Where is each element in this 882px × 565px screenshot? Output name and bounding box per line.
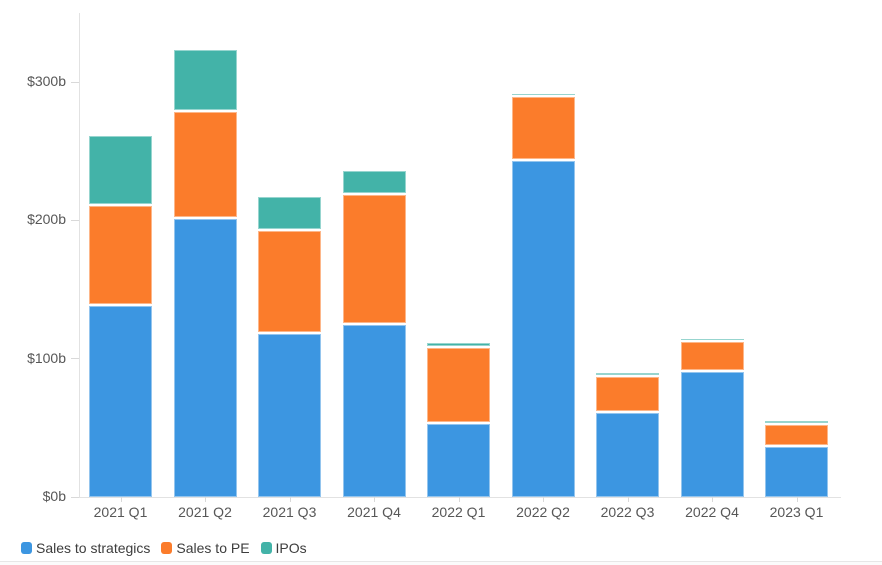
y-tick-200 — [71, 219, 79, 221]
segment-ipos-2022-q2[interactable] — [511, 94, 575, 98]
bar-2022-q2 — [511, 94, 575, 497]
legend-label-sales-to-strategics: Sales to strategics — [36, 540, 151, 556]
x-tick-2023-q1 — [796, 497, 798, 502]
x-axis-label-2022-q3: 2022 Q3 — [600, 504, 655, 520]
segment-sales-to-strategics-2021-q2[interactable] — [173, 218, 237, 497]
x-tick-2022-q1 — [458, 497, 460, 502]
y-tick-100 — [71, 358, 79, 360]
segment-sales-to-pe-2021-q1[interactable] — [89, 206, 152, 307]
legend-item-sales-to-pe[interactable]: Sales to PE — [161, 540, 250, 556]
x-axis-line — [79, 497, 841, 498]
bar-2021-q2 — [173, 50, 237, 497]
x-axis-label-2022-q1: 2022 Q1 — [431, 504, 486, 520]
segment-ipos-2021-q2[interactable] — [173, 50, 237, 113]
segment-sales-to-strategics-2021-q4[interactable] — [342, 325, 406, 497]
segment-ipos-2022-q1[interactable] — [427, 343, 490, 348]
y-tick-300 — [71, 81, 79, 83]
segment-ipos-2021-q1[interactable] — [89, 135, 152, 207]
segment-ipos-2021-q3[interactable] — [258, 196, 321, 232]
segment-sales-to-strategics-2021-q3[interactable] — [258, 333, 321, 497]
y-axis-line — [79, 13, 80, 497]
segment-sales-to-pe-2021-q2[interactable] — [173, 112, 237, 219]
footer-strip — [0, 562, 882, 565]
segment-sales-to-strategics-2022-q1[interactable] — [427, 423, 490, 497]
bar-2021-q4 — [342, 170, 406, 497]
x-axis-label-2022-q2: 2022 Q2 — [516, 504, 570, 520]
segment-sales-to-pe-2022-q3[interactable] — [596, 376, 659, 413]
legend-swatch-sales-to-strategics — [21, 542, 32, 554]
y-axis-label-200: $200b — [27, 211, 66, 228]
legend-swatch-ipos — [260, 542, 272, 554]
x-axis-label-2022-q4: 2022 Q4 — [685, 504, 739, 520]
bar-2021-q3 — [258, 196, 321, 497]
chart-legend: Sales to strategics Sales to PE IPOs — [21, 540, 307, 556]
segment-sales-to-pe-2022-q4[interactable] — [680, 342, 744, 373]
x-tick-2021-q4 — [374, 497, 375, 502]
segment-sales-to-pe-2021-q4[interactable] — [342, 195, 406, 326]
y-axis-label-300: $300b — [27, 73, 66, 89]
x-axis-label-2021-q1: 2021 Q1 — [93, 504, 148, 520]
y-tick-0 — [71, 496, 79, 498]
x-axis-label-2021-q4: 2021 Q4 — [347, 504, 401, 520]
bar-2023-q1 — [765, 420, 828, 497]
legend-label-ipos: IPOs — [275, 540, 307, 556]
segment-sales-to-strategics-2022-q3[interactable] — [596, 412, 659, 497]
x-axis-label-2023-q1: 2023 Q1 — [769, 504, 824, 520]
x-tick-2022-q3 — [627, 497, 629, 502]
segment-sales-to-strategics-2022-q4[interactable] — [680, 372, 744, 497]
footer-divider — [0, 561, 882, 562]
bar-2021-q1 — [89, 135, 152, 497]
x-tick-2021-q1 — [120, 497, 122, 502]
x-axis-label-2021-q3: 2021 Q3 — [262, 504, 317, 520]
segment-ipos-2022-q4[interactable] — [680, 339, 744, 343]
legend-swatch-sales-to-pe — [161, 542, 173, 554]
y-axis-label-0: $0b — [42, 488, 66, 504]
segment-sales-to-pe-2023-q1[interactable] — [765, 425, 828, 448]
segment-ipos-2022-q3[interactable] — [596, 372, 659, 377]
segment-sales-to-pe-2022-q2[interactable] — [511, 97, 575, 161]
x-axis-label-2021-q2: 2021 Q2 — [178, 504, 232, 520]
legend-item-ipos[interactable]: IPOs — [260, 540, 307, 556]
segment-sales-to-strategics-2022-q2[interactable] — [511, 160, 575, 497]
legend-label-sales-to-pe: Sales to PE — [176, 540, 250, 556]
y-axis-label-100: $100b — [27, 349, 66, 366]
segment-ipos-2023-q1[interactable] — [765, 420, 828, 426]
segment-sales-to-pe-2022-q1[interactable] — [427, 347, 490, 424]
segment-sales-to-strategics-2021-q1[interactable] — [89, 306, 152, 497]
bar-2022-q4 — [680, 339, 744, 497]
segment-sales-to-strategics-2023-q1[interactable] — [765, 447, 828, 497]
bar-2022-q1 — [427, 343, 490, 497]
x-tick-2021-q2 — [205, 497, 206, 502]
segment-ipos-2021-q4[interactable] — [342, 170, 406, 196]
segment-sales-to-pe-2021-q3[interactable] — [258, 231, 321, 334]
x-tick-2022-q4 — [712, 497, 713, 502]
legend-item-sales-to-strategics[interactable]: Sales to strategics — [21, 540, 150, 556]
x-tick-2021-q3 — [289, 497, 291, 502]
x-tick-2022-q2 — [543, 497, 544, 502]
bar-2022-q3 — [596, 372, 659, 498]
